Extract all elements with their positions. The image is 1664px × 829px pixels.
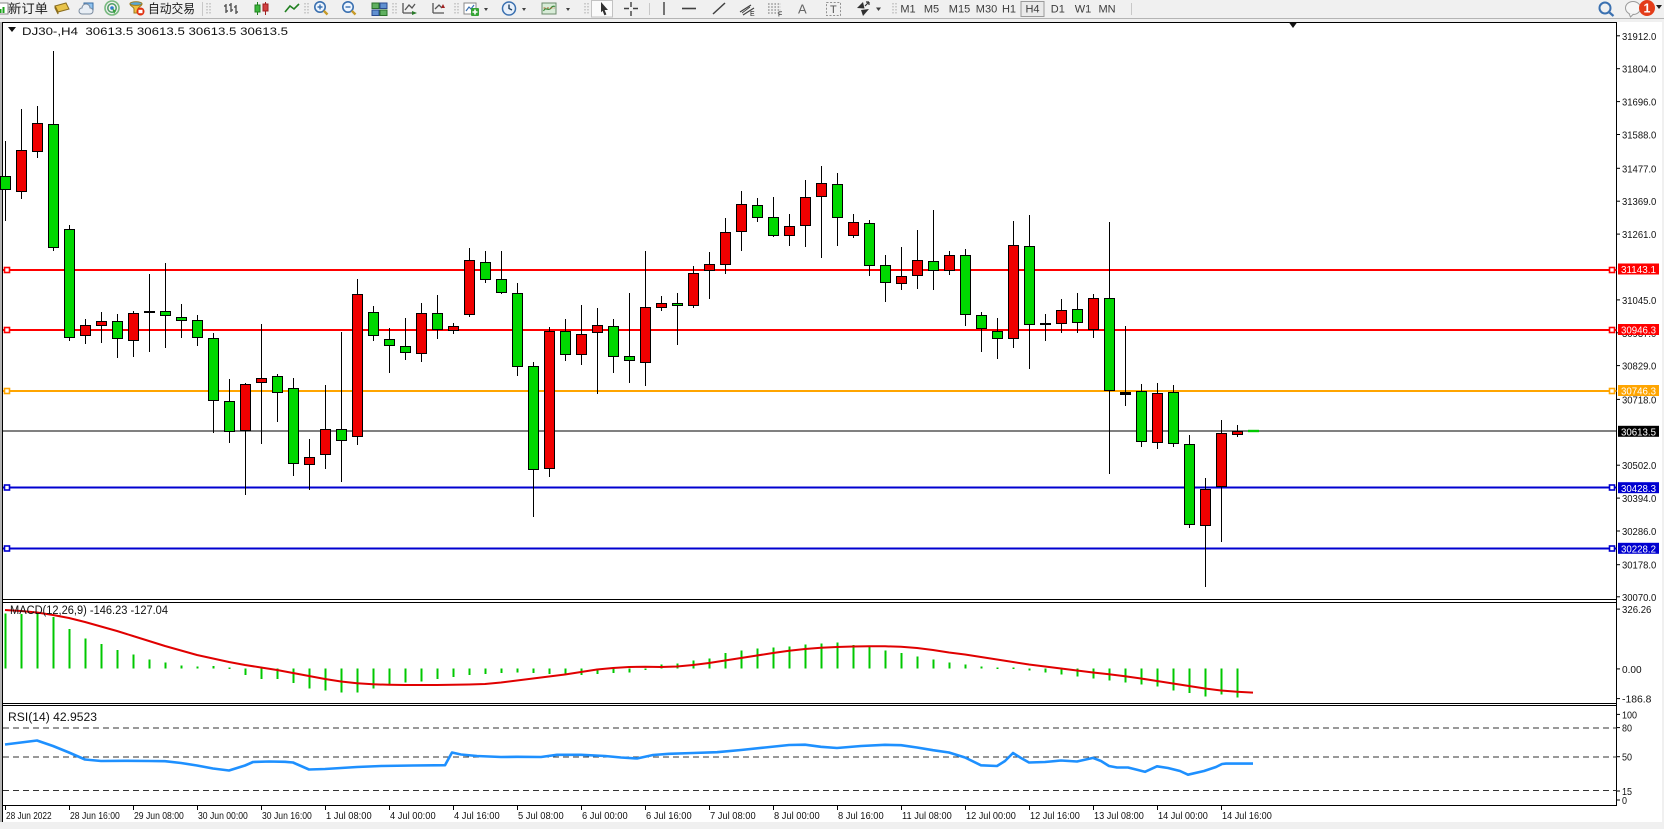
svg-text:7 Jul 08:00: 7 Jul 08:00 <box>710 810 756 822</box>
svg-text:80: 80 <box>1622 723 1632 735</box>
svg-text:30502.0: 30502.0 <box>1622 460 1656 472</box>
svg-text:T: T <box>830 4 837 16</box>
svg-text:MACD(12,26,9) -146.23 -127.04: MACD(12,26,9) -146.23 -127.04 <box>10 605 169 617</box>
svg-text:12 Jul 16:00: 12 Jul 16:00 <box>1030 810 1080 822</box>
svg-text:100: 100 <box>1622 709 1637 721</box>
svg-text:W1: W1 <box>1075 4 1092 16</box>
svg-text:30746.3: 30746.3 <box>1621 386 1656 398</box>
svg-text:A: A <box>798 2 807 17</box>
svg-text:326.26: 326.26 <box>1622 604 1652 616</box>
svg-text:F: F <box>778 12 782 19</box>
svg-text:12 Jul 00:00: 12 Jul 00:00 <box>966 810 1016 822</box>
svg-text:MN: MN <box>1098 4 1115 16</box>
svg-text:15: 15 <box>1622 786 1632 798</box>
svg-text:D1: D1 <box>1051 4 1065 16</box>
svg-text:30613.5: 30613.5 <box>1621 427 1656 439</box>
svg-text:-186.8: -186.8 <box>1622 694 1652 706</box>
svg-text:H4: H4 <box>1025 4 1039 16</box>
svg-text:13 Jul 08:00: 13 Jul 08:00 <box>1094 810 1144 822</box>
svg-text:14 Jul 00:00: 14 Jul 00:00 <box>1158 810 1208 822</box>
svg-text:30178.0: 30178.0 <box>1622 560 1656 572</box>
svg-text:28 Jun 2022: 28 Jun 2022 <box>6 810 52 822</box>
svg-text:28 Jun 16:00: 28 Jun 16:00 <box>70 810 120 822</box>
svg-text:4 Jul 16:00: 4 Jul 16:00 <box>454 810 500 822</box>
svg-text:4 Jul 00:00: 4 Jul 00:00 <box>390 810 436 822</box>
svg-text:30428.3: 30428.3 <box>1621 483 1656 495</box>
svg-text:14 Jul 16:00: 14 Jul 16:00 <box>1222 810 1272 822</box>
svg-text:8 Jul 00:00: 8 Jul 00:00 <box>774 810 820 822</box>
svg-text:M5: M5 <box>924 4 939 16</box>
svg-text:30394.0: 30394.0 <box>1622 493 1656 505</box>
svg-text:30228.2: 30228.2 <box>1621 544 1656 556</box>
svg-text:31912.0: 31912.0 <box>1622 31 1656 43</box>
svg-text:31369.0: 31369.0 <box>1622 196 1656 208</box>
svg-text:29 Jun 08:00: 29 Jun 08:00 <box>134 810 184 822</box>
svg-text:31143.1: 31143.1 <box>1621 264 1656 276</box>
svg-text:50: 50 <box>1622 752 1632 764</box>
svg-text:31804.0: 31804.0 <box>1622 64 1656 76</box>
svg-text:31477.0: 31477.0 <box>1622 163 1656 175</box>
svg-text:30 Jun 00:00: 30 Jun 00:00 <box>198 810 248 822</box>
svg-text:H1: H1 <box>1002 4 1016 16</box>
svg-text:31045.0: 31045.0 <box>1622 295 1656 307</box>
svg-text:30718.0: 30718.0 <box>1622 394 1656 406</box>
svg-text:RSI(14) 42.9523: RSI(14) 42.9523 <box>8 712 97 724</box>
svg-text:1 Jul 08:00: 1 Jul 08:00 <box>326 810 372 822</box>
svg-text:M15: M15 <box>949 4 970 16</box>
svg-text:30 Jun 16:00: 30 Jun 16:00 <box>262 810 312 822</box>
svg-text:新订单: 新订单 <box>8 1 48 16</box>
svg-text:6 Jul 16:00: 6 Jul 16:00 <box>646 810 692 822</box>
svg-text:0.00: 0.00 <box>1622 664 1642 676</box>
svg-text:E: E <box>750 11 755 18</box>
svg-text:自动交易: 自动交易 <box>148 1 195 16</box>
svg-text:31696.0: 31696.0 <box>1622 97 1656 109</box>
svg-text:0: 0 <box>1622 795 1627 807</box>
svg-text:5 Jul 08:00: 5 Jul 08:00 <box>518 810 564 822</box>
svg-text:11 Jul 08:00: 11 Jul 08:00 <box>902 810 952 822</box>
svg-text:30829.0: 30829.0 <box>1622 361 1656 373</box>
svg-text:DJ30-,H4 30613.5 30613.5 3061: DJ30-,H4 30613.5 30613.5 30613.5 30613.5 <box>22 26 288 38</box>
svg-text:30070.0: 30070.0 <box>1622 592 1656 604</box>
svg-text:31588.0: 31588.0 <box>1622 130 1656 142</box>
svg-text:6 Jul 00:00: 6 Jul 00:00 <box>582 810 628 822</box>
svg-text:8 Jul 16:00: 8 Jul 16:00 <box>838 810 884 822</box>
svg-text:30946.3: 30946.3 <box>1621 325 1656 337</box>
svg-text:1: 1 <box>1644 2 1651 16</box>
svg-text:M1: M1 <box>900 4 915 16</box>
svg-text:31261.0: 31261.0 <box>1622 229 1656 241</box>
svg-text:M30: M30 <box>976 4 997 16</box>
svg-text:30286.0: 30286.0 <box>1622 526 1656 538</box>
